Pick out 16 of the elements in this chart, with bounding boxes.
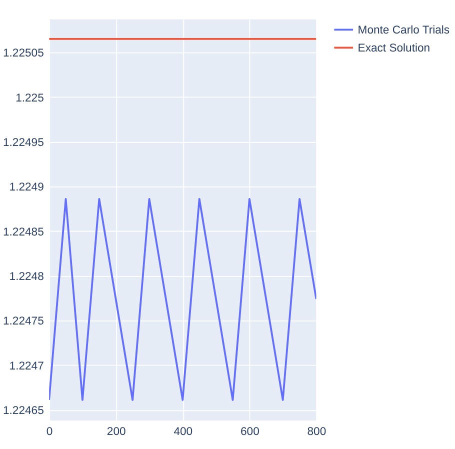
y-tick-label: 1.2248 [9,271,44,284]
y-tick-label: 1.225 [16,92,44,104]
legend-label: Exact Solution [358,42,430,54]
y-tick-label: 1.22465 [2,405,44,418]
x-tick-label: 200 [106,426,126,438]
x-tick-label: 400 [174,426,193,438]
y-tick-label: 1.22505 [2,48,44,60]
legend-label: Monte Carlo Trials [358,24,450,36]
x-tick-label: 600 [240,426,260,438]
x-tick-label: 800 [307,426,326,438]
y-tick-label: 1.22485 [2,226,44,238]
x-tick-label: 0 [46,426,53,438]
y-tick-label: 1.2247 [9,360,44,372]
y-tick-label: 1.22475 [2,316,44,328]
y-tick-label: 1.22495 [2,136,44,149]
y-tick-label: 1.2249 [9,182,44,194]
